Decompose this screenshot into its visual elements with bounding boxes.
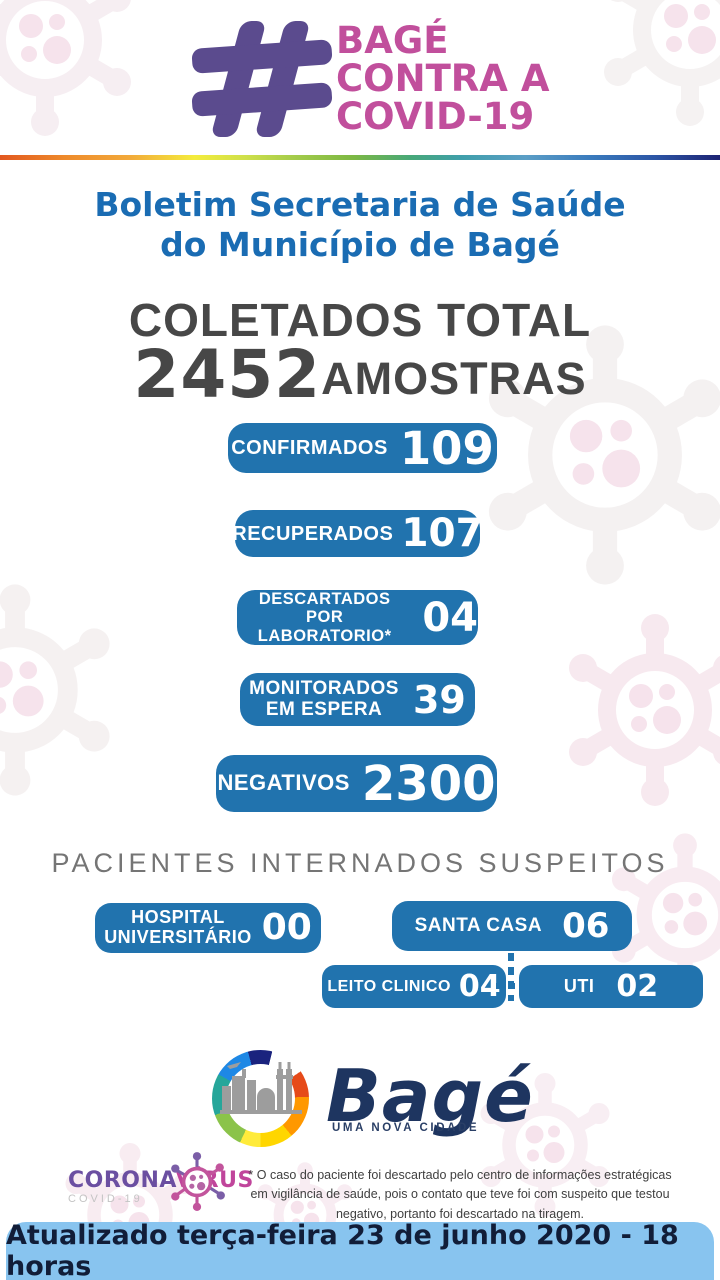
hospital-label-line1: HOSPITAL bbox=[131, 907, 225, 928]
hashtag-bar bbox=[191, 39, 333, 74]
campaign-line-covid: COVID-19 bbox=[336, 95, 535, 138]
update-bar: Atualizado terça-feira 23 de junho 2020 … bbox=[6, 1220, 714, 1280]
stat-monitorados: MONITORADOS EM ESPERA 39 bbox=[240, 673, 475, 726]
hospital-value: 00 bbox=[261, 907, 312, 948]
bulletin-title-line1: Boletim Secretaria de Saúde bbox=[94, 185, 626, 224]
stat-value: 39 bbox=[412, 677, 466, 722]
city-skyline-icon bbox=[220, 1062, 302, 1114]
stat-label: RECUPERADOS bbox=[232, 522, 394, 545]
hashtag-bar bbox=[191, 82, 333, 117]
campaign-wordmark: BAGÉ CONTRA A COVID-19 bbox=[336, 22, 549, 136]
dashed-connector-horizontal bbox=[496, 983, 528, 989]
uti: UTI 02 bbox=[519, 965, 703, 1008]
stat-value: 04 bbox=[422, 594, 478, 641]
stat-value: 107 bbox=[401, 511, 483, 556]
hospital-value: 04 bbox=[458, 968, 501, 1004]
campaign-line-contra: CONTRA A bbox=[336, 57, 550, 100]
stat-label-line2: EM ESPERA bbox=[265, 698, 383, 720]
collected-label: COLETADOS TOTAL bbox=[128, 294, 592, 346]
bulletin-title-line2: do Município de Bagé bbox=[160, 225, 560, 264]
bulletin-title: Boletim Secretaria de Saúde do Município… bbox=[0, 185, 720, 265]
virus-watermark bbox=[555, 610, 720, 810]
hospital-value: 06 bbox=[562, 906, 610, 946]
city-logo-tagline: UMA NOVA CIDADE bbox=[332, 1122, 480, 1134]
stat-label-line2: POR LABORATORIO* bbox=[257, 608, 392, 645]
stat-label-line1: MONITORADOS bbox=[249, 677, 399, 699]
stat-label: MONITORADOS EM ESPERA bbox=[249, 677, 399, 721]
virus-icon bbox=[171, 1152, 225, 1211]
hospital-label: UTI bbox=[563, 975, 595, 996]
hospital-label: HOSPITAL UNIVERSITÁRIO bbox=[104, 907, 252, 948]
stat-value: 109 bbox=[399, 421, 494, 475]
footnote-line2: pois o contato que teve foi com suspeito… bbox=[335, 1187, 670, 1221]
stat-label: NEGATIVOS bbox=[217, 770, 350, 796]
hospital-label: SANTA CASA bbox=[414, 914, 543, 936]
collected-total: COLETADOS TOTAL 2452 AMOSTRAS bbox=[0, 294, 720, 413]
hospital-universitario: HOSPITAL UNIVERSITÁRIO 00 bbox=[95, 903, 321, 953]
stat-recuperados: RECUPERADOS 107 bbox=[232, 510, 483, 557]
inpatients-heading: PACIENTES INTERNADOS SUSPEITOS bbox=[51, 848, 669, 878]
hospital-label-line2: UNIVERSITÁRIO bbox=[104, 927, 252, 947]
virus-watermark bbox=[590, 0, 720, 130]
stat-negativos: NEGATIVOS 2300 bbox=[216, 755, 497, 812]
leito-clinico: LEITO CLINICO 04 bbox=[322, 965, 506, 1008]
stat-value: 2300 bbox=[361, 755, 496, 812]
hashtag-bar bbox=[254, 21, 311, 137]
stat-label: CONFIRMADOS bbox=[231, 437, 388, 459]
stat-label: DESCARTADOS POR LABORATORIO* bbox=[237, 590, 412, 644]
hospital-value: 02 bbox=[616, 968, 659, 1004]
collected-row: 2452 AMOSTRAS bbox=[0, 336, 720, 413]
campaign-line-bage: BAGÉ bbox=[336, 19, 449, 62]
stat-descartados: DESCARTADOS POR LABORATORIO* 04 bbox=[237, 590, 478, 645]
hashtag-icon bbox=[191, 21, 333, 137]
collected-unit: AMOSTRAS bbox=[321, 353, 587, 404]
collected-value: 2452 bbox=[133, 336, 322, 413]
hospital-santa-casa: SANTA CASA 06 bbox=[392, 901, 632, 951]
dashed-connector-vertical bbox=[508, 953, 514, 1001]
stat-label-line1: DESCARTADOS bbox=[258, 590, 391, 609]
virus-watermark bbox=[0, 580, 125, 800]
stat-confirmados: CONFIRMADOS 109 bbox=[228, 423, 497, 473]
coronavirus-word-corona: CORONA bbox=[68, 1168, 176, 1193]
rainbow-divider bbox=[0, 155, 720, 160]
footnote: * O caso do paciente foi descartado pelo… bbox=[240, 1166, 680, 1224]
virus-watermark bbox=[0, 0, 145, 140]
update-text: Atualizado terça-feira 23 de junho 2020 … bbox=[6, 1220, 679, 1280]
hospital-label: LEITO CLINICO bbox=[327, 977, 451, 995]
